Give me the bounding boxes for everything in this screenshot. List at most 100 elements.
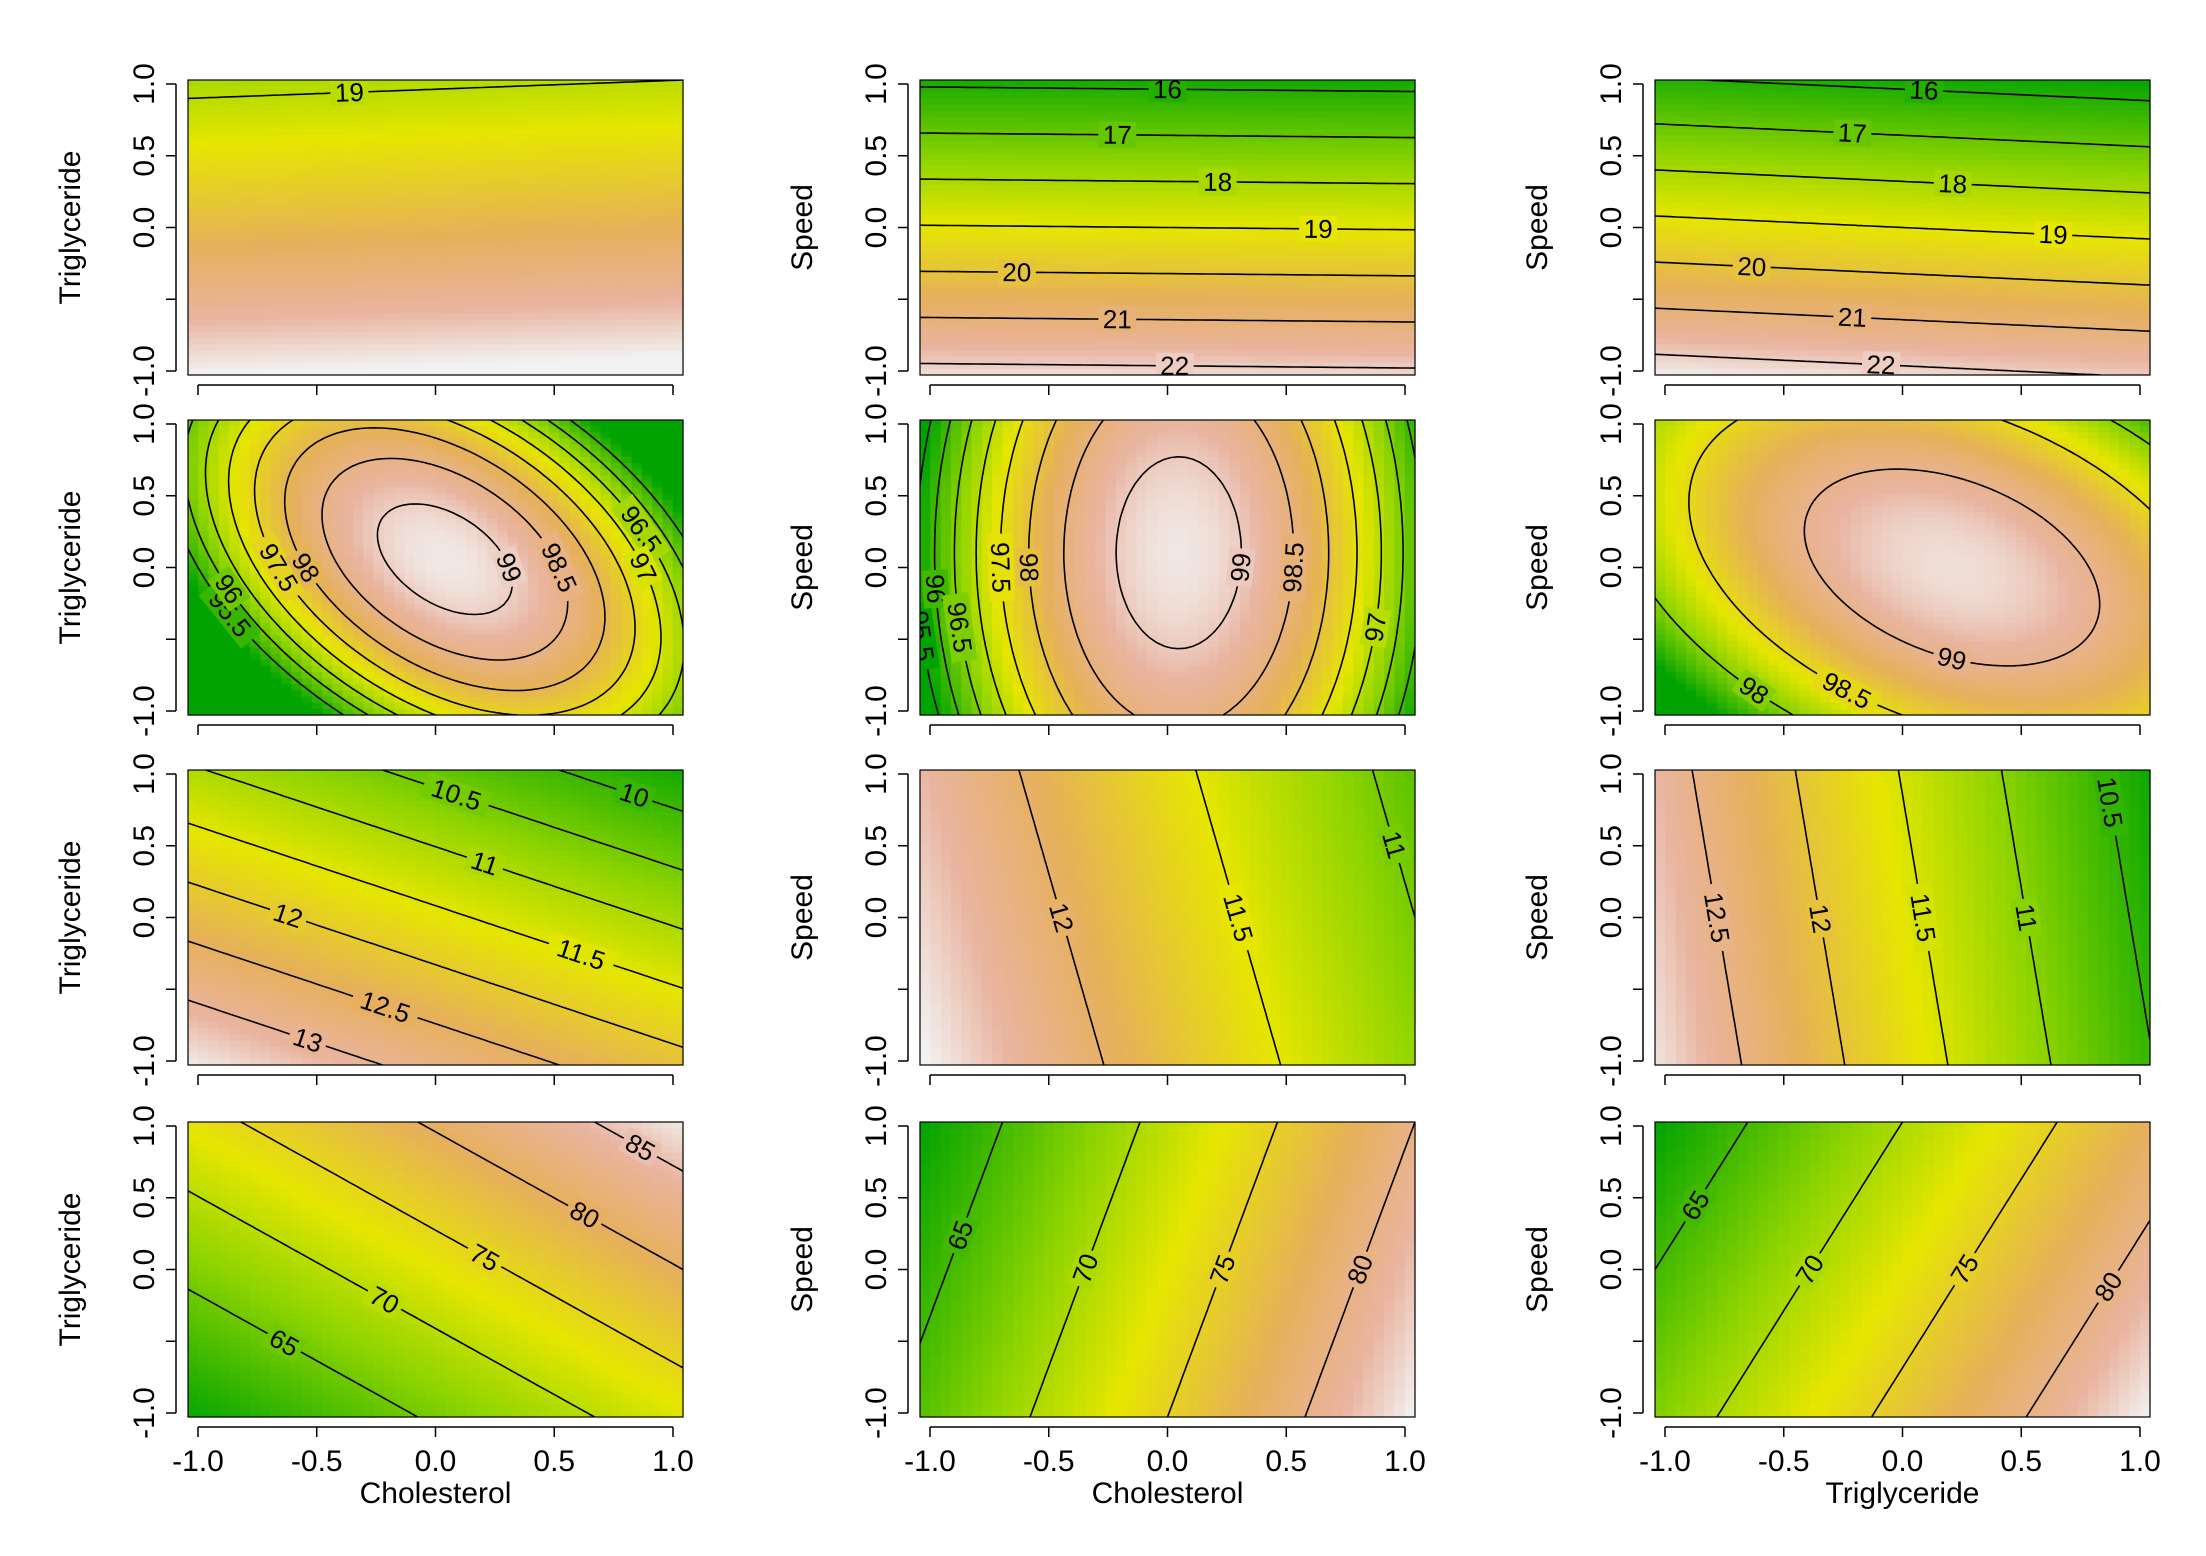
heatmap-cell [1363, 209, 1374, 216]
heatmap-cell [312, 240, 323, 247]
heatmap-cell [384, 332, 395, 339]
heatmap-cell [301, 166, 312, 173]
heatmap-cell [621, 117, 632, 124]
heatmap-cell [198, 98, 209, 105]
heatmap-cell [353, 184, 364, 191]
heatmap-cell [920, 160, 931, 167]
heatmap-cell [539, 111, 550, 118]
heatmap-cell [673, 277, 684, 284]
heatmap-cell [570, 271, 581, 278]
heatmap-cell [1758, 111, 1769, 118]
heatmap-cell [1044, 135, 1055, 142]
heatmap-cell [1322, 258, 1333, 265]
heatmap-cell [631, 240, 642, 247]
heatmap-cell [951, 332, 962, 339]
heatmap-cell [652, 301, 663, 308]
heatmap-cell [415, 178, 426, 185]
heatmap-cell [1023, 246, 1034, 253]
heatmap-cell [456, 105, 467, 112]
heatmap-cell [1353, 338, 1364, 345]
heatmap-cell [1394, 141, 1405, 148]
heatmap-cell [1229, 129, 1240, 136]
heatmap-cell [1229, 246, 1240, 253]
heatmap-cell [1209, 240, 1220, 247]
heatmap-cell [425, 135, 436, 142]
heatmap-cell [2047, 105, 2058, 112]
heatmap-cell [497, 314, 508, 321]
heatmap-cell [1085, 338, 1096, 345]
heatmap-cell [631, 98, 642, 105]
heatmap-cell [281, 277, 292, 284]
heatmap-cell [405, 283, 416, 290]
heatmap-cell [1322, 283, 1333, 290]
heatmap-cell [673, 123, 684, 130]
heatmap-cell [301, 320, 312, 327]
heatmap-cell [1085, 105, 1096, 112]
heatmap-cell [1343, 289, 1354, 296]
heatmap-cell [425, 283, 436, 290]
heatmap-cell [312, 141, 323, 148]
heatmap-cell [198, 277, 209, 284]
heatmap-cell [1137, 203, 1148, 210]
heatmap-cell [487, 277, 498, 284]
heatmap-cell [642, 301, 653, 308]
heatmap-cell [188, 264, 199, 271]
heatmap-cell [281, 314, 292, 321]
heatmap-cell [322, 203, 333, 210]
heatmap-cell [539, 258, 550, 265]
heatmap-cell [1250, 301, 1261, 308]
heatmap-cell [1198, 277, 1209, 284]
heatmap-cell [1353, 295, 1364, 302]
heatmap-cell [1384, 314, 1395, 321]
heatmap-cell [1394, 350, 1405, 357]
heatmap-cell [363, 264, 374, 271]
heatmap-cell [1209, 141, 1220, 148]
heatmap-cell [1271, 141, 1282, 148]
heatmap-cell [539, 301, 550, 308]
heatmap-cell [1384, 234, 1395, 241]
heatmap-cell [1374, 80, 1385, 87]
heatmap-cell [281, 203, 292, 210]
heatmap-cell [1394, 240, 1405, 247]
heatmap-cell [1085, 98, 1096, 105]
heatmap-cell [1229, 264, 1240, 271]
heatmap-cell [1064, 191, 1075, 198]
heatmap-cell [621, 92, 632, 99]
heatmap-cell [1188, 338, 1199, 345]
heatmap-cell [1394, 252, 1405, 259]
heatmap-cell [1291, 363, 1302, 370]
heatmap-cell [549, 350, 560, 357]
heatmap-cell [1655, 80, 1666, 87]
heatmap-cell [291, 98, 302, 105]
heatmap-cell [415, 184, 426, 191]
heatmap-cell [570, 215, 581, 222]
heatmap-cell [601, 258, 612, 265]
heatmap-cell [1374, 344, 1385, 351]
heatmap-cell [229, 246, 240, 253]
heatmap-cell [291, 357, 302, 364]
heatmap-cell [1384, 141, 1395, 148]
heatmap-cell [1312, 197, 1323, 204]
heatmap-cell [260, 129, 271, 136]
heatmap-cell [1023, 166, 1034, 173]
heatmap-cell [1363, 307, 1374, 314]
heatmap-cell [930, 160, 941, 167]
heatmap-cell [301, 295, 312, 302]
heatmap-cell [1882, 111, 1893, 118]
heatmap-cell [1405, 264, 1416, 271]
heatmap-cell [1810, 92, 1821, 99]
heatmap-cell [281, 307, 292, 314]
heatmap-cell [1384, 277, 1395, 284]
heatmap-cell [1033, 215, 1044, 222]
heatmap-cell [1758, 92, 1769, 99]
heatmap-cell [219, 320, 230, 327]
heatmap-cell [1271, 301, 1282, 308]
heatmap-cell [384, 129, 395, 136]
heatmap-cell [1322, 191, 1333, 198]
heatmap-cell [466, 338, 477, 345]
heatmap-cell [662, 141, 673, 148]
heatmap-cell [219, 344, 230, 351]
heatmap-cell [673, 148, 684, 155]
heatmap-cell [466, 117, 477, 124]
heatmap-cell [1198, 326, 1209, 333]
